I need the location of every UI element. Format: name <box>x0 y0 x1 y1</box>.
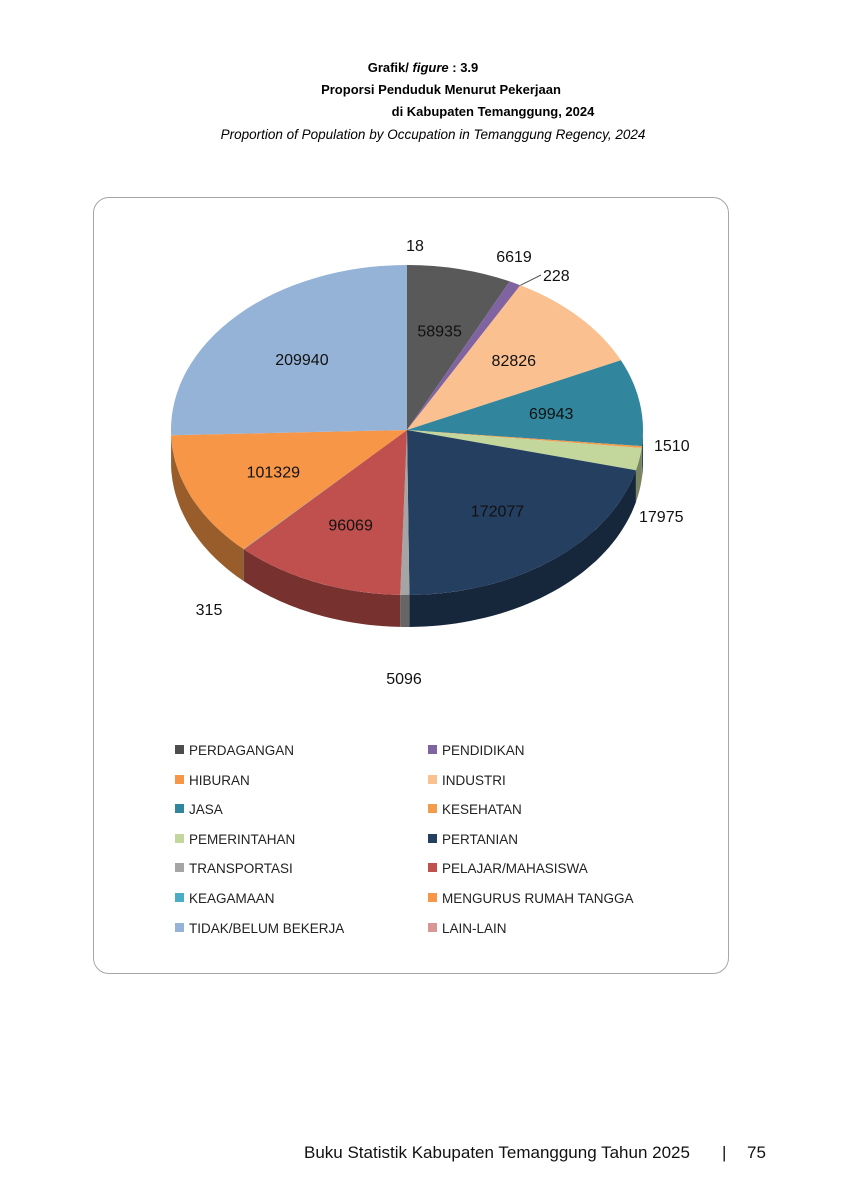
pie-slice-hiburan <box>407 285 521 430</box>
pie-slice-kesehatan <box>407 430 642 448</box>
pie-slice-industri <box>407 285 621 430</box>
pie-slice-jasa <box>407 360 644 447</box>
legend-item-perdagangan: PERDAGANGAN <box>175 743 294 758</box>
legend-label: KEAGAMAAN <box>189 891 275 906</box>
chart-panel: 58935 6619 228 82826 69943 1510 17975 172077 509… <box>93 197 729 974</box>
legend-label: TIDAK/BELUM BEKERJA <box>189 920 345 936</box>
data-label-pemerintahan: 17975 <box>639 509 684 526</box>
legend-label: PEMERINTAHAN <box>189 831 296 847</box>
legend-item-jasa: JASA <box>175 802 223 817</box>
pie-side-mengurus-rumah-tangga <box>171 435 244 582</box>
pie-slice-keagamaan <box>243 430 407 550</box>
chart-subtitle: di Kabupaten Temanggung, 2024 <box>391 104 595 119</box>
data-label-perdagangan: 58935 <box>417 323 462 340</box>
figure-word: figure <box>412 60 449 75</box>
legend-label: PERTANIAN <box>442 831 519 847</box>
footer-text: Buku Statistik Kabupaten Temanggung Tahu… <box>304 1143 690 1162</box>
legend-label: PENDIDIKAN <box>442 743 525 758</box>
figure-prefix: Grafik/ <box>367 60 409 75</box>
data-label-pertanian: 172077 <box>471 503 524 520</box>
data-label-jasa: 69943 <box>529 406 574 423</box>
legend-label: MENGURUS RUMAH TANGGA <box>442 891 634 906</box>
chart-title-english: Proportion of Population by Occupation i… <box>220 127 646 142</box>
data-label-hiburan: 228 <box>543 268 570 285</box>
pie-slice-pertanian <box>407 430 636 595</box>
leader-line <box>520 274 542 286</box>
pie-side-pelajar-mahasiswa <box>244 549 401 627</box>
legend-item-lain-lain: LAIN-LAIN <box>428 921 507 936</box>
pie-side-transportasi <box>400 594 410 627</box>
legend-label: HIBURAN <box>189 772 250 788</box>
legend-swatch <box>175 745 184 754</box>
pie-slices <box>170 264 644 596</box>
legend-label: INDUSTRI <box>442 772 506 788</box>
footer-separator: | <box>722 1143 727 1162</box>
legend-swatch <box>428 745 437 754</box>
pie-data-labels: 58935 6619 228 82826 69943 1510 17975 172077 509… <box>196 238 690 688</box>
data-label-transportasi: 5096 <box>386 671 422 688</box>
legend-item-hiburan: HIBURAN <box>175 773 250 788</box>
legend-swatch <box>175 774 184 784</box>
legend-item-pelajar-mahasiswa: PELAJAR/MAHASISWA <box>428 861 588 876</box>
legend-label: JASA <box>189 802 223 818</box>
pie-side-pertanian <box>409 470 636 627</box>
chart-title: Proporsi Penduduk Menurut Pekerjaan <box>321 82 561 97</box>
legend-swatch <box>428 804 437 814</box>
legend-label: TRANSPORTASI <box>189 861 293 877</box>
data-label-mengurus-rumah-tangga: 101329 <box>247 465 300 482</box>
legend-label: LAIN-LAIN <box>442 920 507 936</box>
data-label-pelajar-mahasiswa: 96069 <box>328 517 373 534</box>
pie-side-pemerintahan <box>635 448 642 503</box>
legend-item-mengurus-rumah-tangga: MENGURUS RUMAH TANGGA <box>428 891 634 906</box>
data-label-lain-lain: 18 <box>406 238 424 255</box>
legend-swatch <box>175 863 184 873</box>
data-label-keagamaan: 315 <box>196 602 223 619</box>
legend-swatch <box>175 922 184 932</box>
pie-slice-perdagangan <box>407 264 510 430</box>
page-number: 75 <box>747 1143 766 1162</box>
data-label-pendidikan: 6619 <box>496 249 532 266</box>
legend-item-keagamaan: KEAGAMAAN <box>175 891 275 906</box>
legend-item-kesehatan: KESEHATAN <box>428 802 522 817</box>
pie-slice-pendidikan <box>407 281 521 430</box>
legend-item-pemerintahan: PEMERINTAHAN <box>175 832 295 847</box>
legend-label: PERDAGANGAN <box>189 743 295 758</box>
legend-swatch <box>428 893 437 902</box>
pie-slice-pelajar-mahasiswa <box>244 430 407 595</box>
data-label-kesehatan: 1510 <box>654 438 690 455</box>
data-label-industri: 82826 <box>492 353 537 370</box>
figure-number: Grafik/ figure : 3.9 <box>0 58 846 78</box>
pie-chart: 58935 6619 228 82826 69943 1510 17975 172077 509… <box>170 238 690 688</box>
legend-swatch <box>175 893 184 902</box>
legend-item-pendidikan: PENDIDIKAN <box>428 743 525 758</box>
legend-item-transportasi: TRANSPORTASI <box>175 861 293 876</box>
legend-swatch <box>428 774 437 784</box>
figure-id: : 3.9 <box>452 60 479 75</box>
legend-swatch <box>428 833 437 843</box>
legend-swatch <box>175 804 184 814</box>
legend-label: PELAJAR/MAHASISWA <box>442 861 588 877</box>
pie-slice-mengurus-rumah-tangga <box>171 430 407 550</box>
pie-side-walls <box>171 430 643 627</box>
legend-item-industri: INDUSTRI <box>428 773 506 788</box>
pie-side-jasa <box>641 430 643 479</box>
pie-slice-pemerintahan <box>407 430 642 471</box>
legend-swatch <box>428 922 437 932</box>
legend-label: KESEHATAN <box>442 802 522 818</box>
legend-item-pertanian: PERTANIAN <box>428 832 518 847</box>
pie-slice-transportasi <box>400 430 410 596</box>
pie-slice-tidak-belum-bekerja <box>170 265 407 436</box>
legend-item-tidak-belum-bekerja: TIDAK/BELUM BEKERJA <box>175 921 344 936</box>
legend-swatch <box>175 833 184 843</box>
data-label-tidak-belum-bekerja: 209940 <box>275 352 328 369</box>
legend-swatch <box>428 863 437 873</box>
